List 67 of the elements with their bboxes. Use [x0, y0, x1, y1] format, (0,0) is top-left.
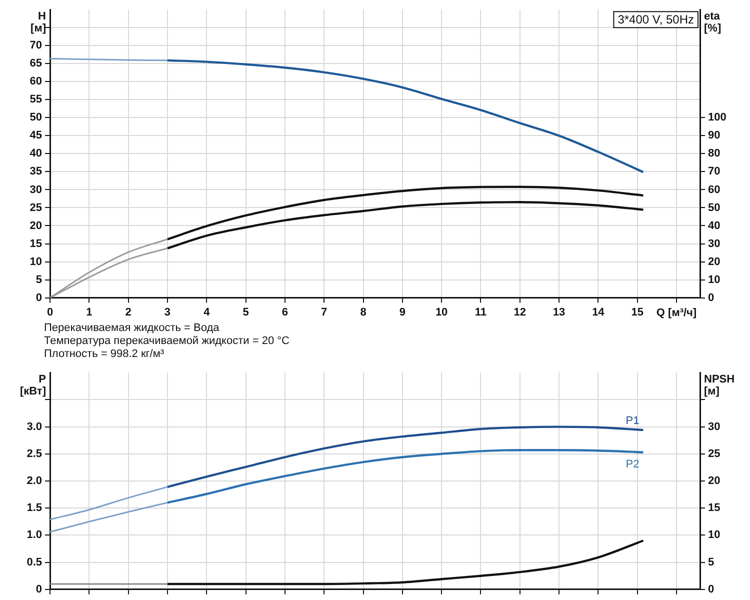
- y2-tick-label: 30: [708, 420, 720, 433]
- y-tick-label: 20: [30, 220, 42, 232]
- x-tick-label: 15: [631, 306, 644, 318]
- y-tick-label: 70: [30, 40, 42, 52]
- x-tick-label: 8: [360, 306, 366, 318]
- y-tick-label: 0: [36, 292, 42, 304]
- y2-tick-label: 10: [708, 274, 720, 286]
- y2-tick-label: 5: [708, 556, 714, 568]
- x-tick-label: 1: [86, 306, 92, 318]
- y-tick-label: 55: [30, 94, 42, 106]
- series-label: P2: [626, 458, 640, 470]
- y2-tick-label: 80: [708, 148, 720, 160]
- y2-tick-label: 0: [708, 583, 714, 596]
- x-tick-label: 14: [592, 306, 606, 318]
- y-tick-label: 3.0: [26, 420, 42, 433]
- x-axis-title: Q [м³/ч]: [656, 306, 697, 319]
- y2-tick-label: 70: [708, 166, 720, 178]
- y2-tick-label: 40: [708, 220, 720, 232]
- y2-tick-label: 20: [708, 475, 720, 488]
- y-tick-label: 0.5: [26, 556, 42, 568]
- text: Перекачиваемая жидкость = Вода: [44, 322, 220, 335]
- y2-tick-label: 100: [708, 112, 726, 124]
- y-tick-label: 40: [30, 148, 42, 160]
- y2-tick-label: 50: [708, 202, 720, 214]
- y2-axis-title: eta [%]: [704, 10, 722, 35]
- y-tick-label: 25: [30, 202, 42, 214]
- x-tick-label: 3: [164, 306, 171, 318]
- y2-tick-label: 10: [708, 529, 720, 542]
- y-tick-label: 60: [30, 76, 42, 88]
- y2-axis-title: NPSH [м]: [704, 374, 735, 398]
- y-tick-label: 65: [30, 58, 42, 70]
- x-tick-label: 4: [204, 306, 211, 318]
- y-tick-label: 30: [30, 184, 42, 196]
- x-tick-label: 2: [125, 306, 132, 318]
- y2-tick-label: 90: [708, 130, 720, 142]
- x-tick-label: 7: [321, 306, 328, 318]
- y-tick-label: 5: [36, 274, 42, 286]
- text: Плотность = 998.2 кг/м³: [44, 348, 166, 361]
- y-axis-title: P [кВт]: [20, 374, 46, 398]
- y-axis-title: H [м]: [30, 10, 46, 35]
- y-tick-label: 2.0: [26, 475, 42, 488]
- series-label: P1: [626, 415, 640, 428]
- x-tick-label: 6: [282, 306, 288, 318]
- y2-tick-label: 25: [708, 448, 720, 460]
- text: Температура перекачиваемой жидкости = 20 °C: [44, 335, 290, 348]
- x-tick-label: 5: [242, 306, 249, 318]
- y-tick-label: 45: [30, 130, 42, 142]
- x-tick-label: 12: [514, 306, 526, 318]
- y-tick-label: 50: [30, 112, 42, 124]
- y2-tick-label: 30: [708, 238, 720, 250]
- x-tick-label: 11: [474, 306, 487, 318]
- y2-tick-label: 0: [708, 292, 714, 304]
- x-tick-label: 13: [552, 306, 566, 318]
- y-tick-label: 1.5: [26, 502, 42, 514]
- y-tick-label: 10: [30, 256, 42, 268]
- y-tick-label: 2.5: [26, 448, 42, 460]
- y-tick-label: 1.0: [26, 529, 42, 542]
- x-tick-label: 10: [435, 306, 448, 318]
- x-tick-label: 9: [399, 306, 406, 318]
- y-tick-label: 15: [30, 238, 42, 250]
- y-tick-label: 0: [36, 583, 42, 596]
- annotation: 3*400 V, 50Hz: [618, 12, 694, 27]
- y2-tick-label: 15: [708, 502, 720, 514]
- y2-tick-label: 20: [708, 256, 720, 268]
- y-tick-label: 35: [30, 166, 42, 178]
- y2-tick-label: 60: [708, 184, 720, 196]
- x-tick-label: 0: [46, 306, 54, 318]
